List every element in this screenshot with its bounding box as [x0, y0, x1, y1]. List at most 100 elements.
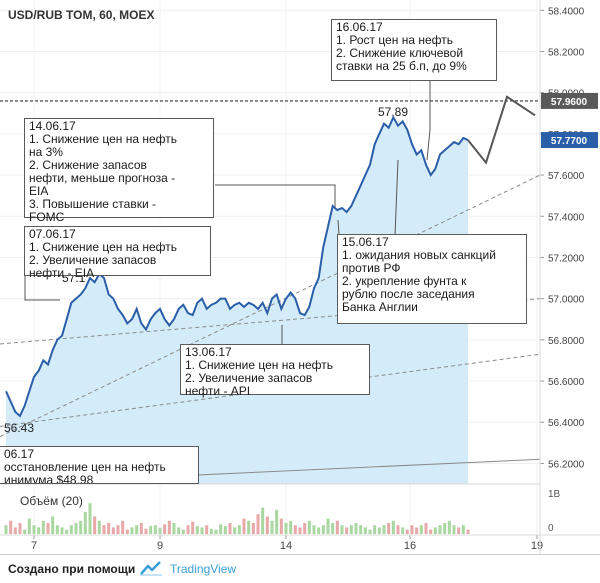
volume-bar: [51, 516, 55, 534]
y-tick-label: 58.4000: [548, 6, 585, 17]
volume-bar: [46, 523, 50, 534]
volume-bar: [447, 520, 451, 534]
annotation-06-06: 06.17 осстановление цен на нефть инимума…: [0, 446, 199, 484]
volume-bar: [200, 527, 204, 534]
volume-bar: [382, 525, 386, 534]
forecast-line: [467, 95, 536, 165]
volume-bar: [289, 520, 293, 534]
x-tick-label: 7: [31, 540, 37, 552]
level-price-badge: [541, 92, 598, 109]
volume-bar: [247, 520, 251, 534]
volume-bar: [74, 523, 78, 534]
y-tick-label: 56.6000: [548, 377, 585, 388]
volume-bar: [55, 525, 59, 534]
volume-bar: [293, 525, 297, 534]
volume-axis-0: 0: [548, 523, 554, 534]
volume-bar: [181, 529, 185, 534]
volume-bar: [340, 525, 344, 534]
volume-bar: [37, 527, 41, 534]
volume-bar: [135, 525, 139, 534]
volume-bar: [265, 516, 269, 534]
annotation-15-06: 15.06.17 1. ожидания новых санкций проти…: [337, 234, 527, 324]
y-tick-label: 56.4000: [548, 418, 585, 429]
footer: Создано при помощи TradingView: [0, 554, 600, 583]
y-tick-label: 56.2000: [548, 459, 585, 470]
x-tick-label: 9: [157, 540, 163, 552]
volume-bar: [107, 523, 111, 534]
volume-bar: [88, 503, 92, 534]
volume-bar: [415, 527, 419, 534]
volume-bar: [461, 525, 465, 534]
volume-bar: [405, 529, 409, 534]
volume-bar: [209, 528, 213, 534]
volume-bar: [102, 525, 106, 534]
volume-bar: [261, 507, 265, 534]
tradingview-link[interactable]: TradingView: [170, 562, 237, 576]
volume-bar: [303, 523, 307, 534]
volume-bar: [139, 523, 143, 534]
volume-bar: [363, 527, 367, 534]
volume-bar: [228, 523, 232, 534]
y-tick-label: 57.2000: [548, 253, 585, 264]
volume-bar: [186, 525, 190, 534]
volume-bar: [284, 523, 288, 534]
volume-bar: [401, 527, 405, 534]
volume-bar: [312, 525, 316, 534]
volume-bar: [23, 529, 27, 534]
last-price-badge: [541, 132, 598, 149]
volume-bar: [195, 526, 199, 534]
volume-bar: [275, 509, 279, 534]
annotation-13-06: 13.06.17 1. Снижение цен на нефть 2. Уве…: [180, 344, 370, 398]
volume-bar: [251, 523, 255, 534]
volume-bar: [32, 525, 36, 534]
volume-bar: [116, 525, 120, 534]
price-line: [5, 115, 469, 418]
low-label: 56.43: [4, 421, 34, 435]
volume-bar: [219, 524, 223, 534]
volume-bar: [410, 525, 414, 534]
volume-bar: [153, 525, 157, 534]
volume-bar: [60, 527, 64, 534]
volume-bar: [111, 527, 115, 534]
volume-bar: [349, 525, 353, 534]
volume-bar: [158, 527, 162, 534]
volume-bar: [279, 518, 283, 534]
volume-bar: [69, 525, 73, 534]
volume-bar: [214, 529, 218, 534]
volume-bar: [345, 527, 349, 534]
volume-bar: [41, 520, 45, 534]
volume-bar: [321, 525, 325, 534]
y-tick-label: 58.2000: [548, 47, 585, 58]
x-tick-label: 14: [280, 540, 292, 552]
volume-bar: [307, 520, 311, 534]
volume-bar: [130, 527, 134, 534]
volume-bar: [93, 516, 97, 534]
volume-bar: [167, 520, 171, 534]
volume-bar: [443, 523, 447, 534]
volume-bar: [83, 512, 87, 534]
volume-bar: [438, 525, 442, 534]
volume-bar: [97, 520, 101, 534]
volume-bar: [233, 527, 237, 534]
volume-bar: [466, 529, 470, 534]
y-tick-label: 56.8000: [548, 336, 585, 347]
volume-bar: [317, 527, 321, 534]
volume-bar: [79, 520, 83, 534]
volume-bar: [419, 525, 423, 534]
y-tick-label: 57.4000: [548, 212, 585, 223]
volume-bar: [242, 518, 246, 534]
volume-bar: [223, 526, 227, 534]
volume-bar: [13, 527, 17, 534]
volume-bar: [65, 529, 69, 534]
tradingview-cloud-icon[interactable]: [138, 560, 164, 579]
x-tick-label: 19: [531, 540, 543, 552]
volume-bar: [373, 525, 377, 534]
volume-bar: [205, 525, 209, 534]
volume-bar: [457, 527, 461, 534]
volume-bar: [359, 525, 363, 534]
y-tick-label: 57.0000: [548, 295, 585, 306]
volume-bar: [270, 520, 274, 534]
volume-bar: [433, 527, 437, 534]
y-tick-label: 57.6000: [548, 171, 585, 182]
